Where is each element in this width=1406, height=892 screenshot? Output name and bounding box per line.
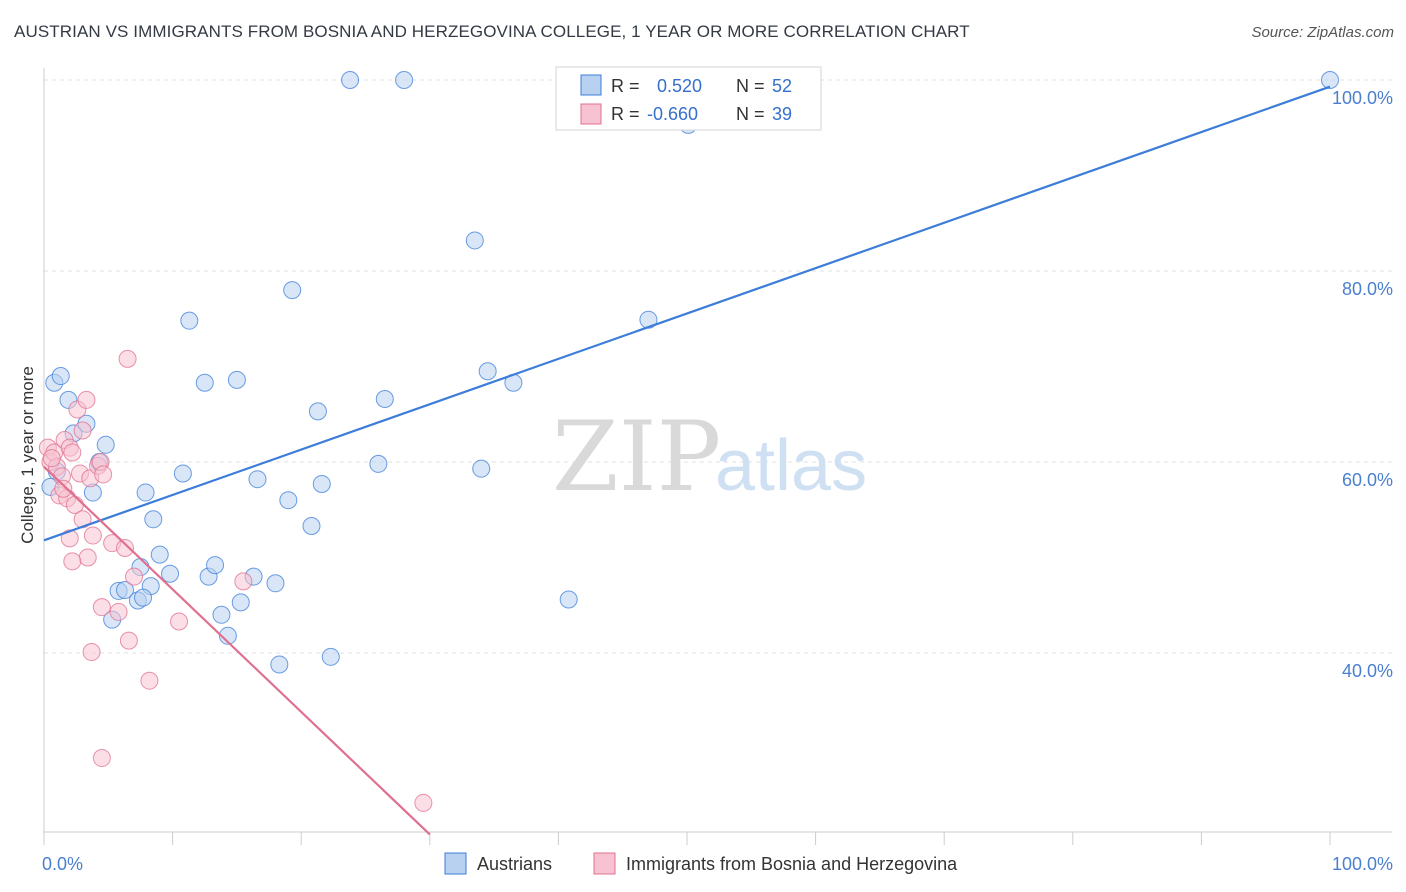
point-austrians-27 [227,370,246,389]
legend-swatch-austrians [580,74,602,96]
x-tick-label-1: 100.0% [1332,854,1393,874]
point-bosnia-22 [94,465,113,484]
point-bosnia-26 [116,538,135,557]
point-bosnia-33 [92,749,111,768]
point-austrians-41 [375,389,394,408]
point-austrians-8 [96,435,115,454]
point-bosnia-23 [92,598,111,617]
point-bosnia-17 [78,548,97,567]
point-austrians-47 [559,590,578,609]
point-bosnia-36 [54,479,73,498]
watermark-atlas: atlas [715,426,867,506]
point-austrians-16 [134,588,153,607]
point-austrians-31 [266,574,285,593]
point-austrians-24 [206,556,225,575]
legend-r-label-2: R = [611,104,640,124]
chart-title: AUSTRIAN VS IMMIGRANTS FROM BOSNIA AND H… [14,22,970,41]
point-austrians-19 [161,564,180,583]
point-austrians-36 [308,402,327,421]
point-bosnia-25 [109,602,128,621]
point-bosnia-28 [119,631,138,650]
legend-swatch-bosnia [580,103,602,125]
point-austrians-28 [231,593,250,612]
trend-line-bosnia [43,465,431,836]
point-austrians-37 [312,474,331,493]
grid-lines [44,79,1392,654]
point-austrians-11 [116,580,135,599]
point-austrians-35 [302,516,321,535]
point-austrians-39 [341,71,360,89]
point-austrians-33 [279,491,298,510]
point-bosnia-30 [140,671,159,690]
point-bosnia-35 [82,643,101,662]
point-bosnia-34 [414,793,433,812]
point-austrians-40 [369,454,388,473]
point-austrians-44 [472,459,491,478]
point-bosnia-10 [60,529,79,548]
legend-box: R = 0.520 N = 52 R = -0.660 N = 39 [555,66,822,131]
point-austrians-20 [173,464,192,483]
point-austrians-43 [465,231,484,250]
point-austrians-30 [248,470,267,489]
point-austrians-26 [218,626,237,645]
point-austrians-38 [321,647,340,666]
bottom-legend: Austrians Immigrants from Bosnia and Her… [444,852,958,875]
point-austrians-50 [1321,71,1339,89]
legend-r-value-austrians: 0.520 [657,76,702,96]
legend-n-value-austrians: 52 [772,76,792,96]
point-austrians-17 [144,510,163,529]
legend-r-label-1: R = [611,76,640,96]
point-bosnia-32 [234,572,253,591]
point-austrians-25 [212,605,231,624]
legend-n-value-bosnia: 39 [772,104,792,124]
trend-line-austrians [43,85,1331,542]
scatter-points [38,71,1339,812]
point-austrians-22 [195,373,214,392]
legend-n-label-2: N = [736,104,765,124]
watermark-zip: ZIP [552,401,721,513]
watermark: ZIP atlas [552,401,867,513]
point-bosnia-29 [125,567,144,586]
y-tick-label-2: 80.0% [1342,279,1393,299]
point-austrians-34 [283,281,302,300]
bottom-legend-swatch-austrians [444,852,467,875]
source-label: Source: ZipAtlas.com [1251,24,1394,41]
x-tick-label-0: 0.0% [42,854,83,874]
bottom-legend-label-austrians: Austrians [477,854,552,874]
point-bosnia-27 [118,349,137,368]
y-tick-label-0: 40.0% [1342,661,1393,681]
legend-n-label-1: N = [736,76,765,96]
point-bosnia-37 [42,449,61,468]
point-austrians-45 [478,362,497,381]
point-bosnia-19 [83,526,102,545]
y-tick-label-3: 100.0% [1332,88,1393,108]
point-bosnia-15 [73,421,92,440]
bottom-legend-swatch-bosnia [593,852,616,875]
point-austrians-1 [51,367,70,386]
point-bosnia-9 [63,443,82,462]
point-austrians-21 [180,311,199,330]
legend-r-value-bosnia: -0.660 [647,104,698,124]
point-austrians-13 [136,483,155,502]
point-bosnia-31 [170,612,189,631]
point-austrians-42 [395,71,414,89]
bottom-legend-label-bosnia: Immigrants from Bosnia and Herzegovina [626,854,958,874]
y-axis-title: College, 1 year or more [18,366,37,544]
y-tick-label-1: 60.0% [1342,470,1393,490]
tick-labels: 40.0% 60.0% 80.0% 100.0% 0.0% 100.0% [42,88,1393,874]
point-austrians-18 [150,545,169,564]
point-bosnia-16 [77,390,96,409]
point-austrians-32 [270,655,289,674]
point-bosnia-38 [63,552,82,571]
trend-lines [43,85,1331,836]
